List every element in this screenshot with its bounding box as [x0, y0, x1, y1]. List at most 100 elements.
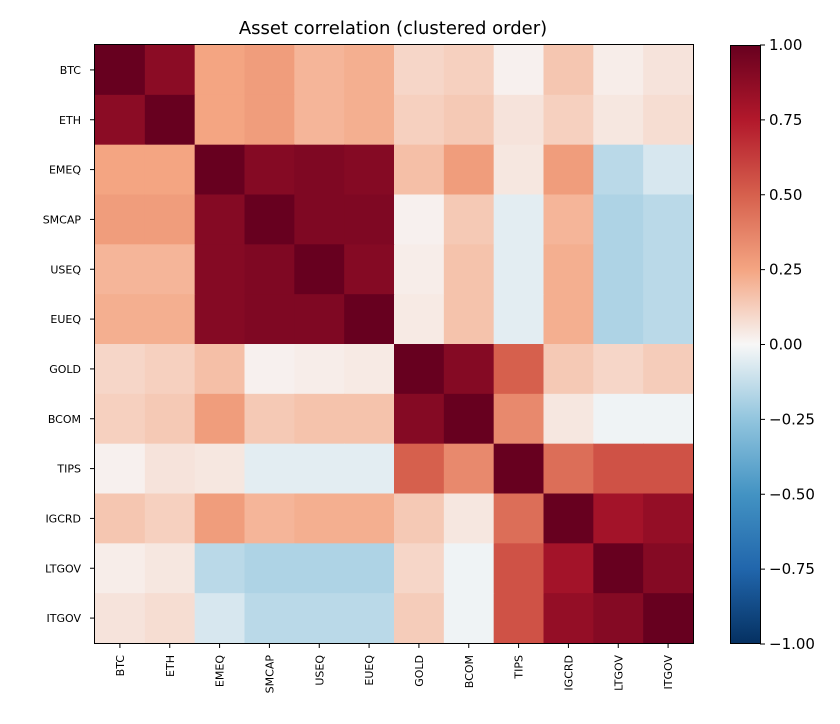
heatmap-cell: [543, 244, 594, 295]
heatmap-cell: [294, 94, 345, 146]
heatmap-cell: [443, 344, 495, 395]
row-tick-label: ETH: [59, 114, 81, 127]
heatmap-cell: [643, 45, 694, 96]
heatmap-cell: [244, 45, 295, 96]
heatmap-cell: [244, 244, 295, 295]
column-tick-label: GOLD: [413, 655, 426, 687]
heatmap-cell: [194, 543, 246, 594]
heatmap-cell: [95, 543, 146, 594]
heatmap-cell: [543, 294, 594, 345]
heatmap-cell: [593, 443, 644, 495]
heatmap-cell: [443, 194, 495, 245]
heatmap-cell: [593, 294, 644, 345]
colorbar-tick-label: 0.50: [769, 186, 802, 204]
heatmap-cell: [493, 443, 545, 495]
heatmap-cell: [543, 94, 594, 146]
heatmap-cell: [194, 344, 246, 395]
heatmap-cell: [294, 194, 345, 245]
heatmap-cell: [493, 543, 545, 594]
heatmap-cell: [144, 493, 196, 544]
heatmap-cell: [95, 144, 146, 196]
heatmap-cell: [95, 45, 146, 96]
heatmap-cell: [593, 393, 644, 445]
heatmap-cell: [493, 393, 545, 445]
heatmap-cell: [144, 144, 196, 196]
heatmap-cell: [144, 94, 196, 146]
heatmap-cell: [394, 443, 445, 495]
heatmap-cells: [95, 45, 694, 644]
heatmap-cell: [593, 194, 644, 245]
heatmap-cell: [95, 493, 146, 544]
colorbar-tick-label: −1.00: [769, 635, 815, 653]
heatmap-cell: [643, 543, 694, 594]
heatmap-cell: [294, 144, 345, 196]
heatmap-cell: [394, 94, 445, 146]
heatmap-cell: [294, 393, 345, 445]
heatmap-cell: [144, 294, 196, 345]
heatmap-cell: [394, 393, 445, 445]
heatmap-cell: [543, 393, 594, 445]
heatmap-cell: [194, 45, 246, 96]
heatmap-cell: [144, 194, 196, 245]
heatmap-cell: [95, 94, 146, 146]
heatmap-cell: [144, 45, 196, 96]
heatmap-cell: [543, 144, 594, 196]
heatmap-cell: [493, 344, 545, 395]
heatmap-cell: [244, 144, 295, 196]
row-tick-label: BTC: [60, 64, 82, 77]
heatmap-cell: [493, 493, 545, 544]
heatmap-cell: [95, 393, 146, 445]
column-tick-label: USEQ: [313, 655, 326, 686]
heatmap-cell: [244, 393, 295, 445]
heatmap-cell: [443, 443, 495, 495]
heatmap-cell: [643, 443, 694, 495]
heatmap-cell: [144, 593, 196, 644]
colorbar-tick-label: −0.25: [769, 410, 815, 428]
heatmap-cell: [394, 543, 445, 594]
heatmap-frame: [94, 44, 694, 644]
heatmap-cell: [244, 344, 295, 395]
heatmap-cell: [294, 244, 345, 295]
colorbar-tick-label: 1.00: [769, 36, 802, 54]
row-tick-label: EMEQ: [49, 164, 81, 177]
heatmap-cell: [543, 543, 594, 594]
column-tick-label: TIPS: [513, 655, 526, 680]
heatmap-cell: [493, 244, 545, 295]
row-tick-label: GOLD: [49, 363, 81, 376]
heatmap-cell: [593, 45, 644, 96]
heatmap-cell: [493, 45, 545, 96]
heatmap-cell: [643, 393, 694, 445]
heatmap-cell: [344, 94, 395, 146]
heatmap-cell: [95, 344, 146, 395]
heatmap-cell: [593, 144, 644, 196]
row-tick-label: USEQ: [50, 263, 81, 276]
heatmap-cell: [443, 45, 495, 96]
heatmap-cell: [394, 593, 445, 644]
heatmap-cell: [493, 294, 545, 345]
heatmap-cell: [394, 45, 445, 96]
heatmap-cell: [493, 593, 545, 644]
heatmap-cell: [244, 543, 295, 594]
heatmap-cell: [244, 443, 295, 495]
heatmap-cell: [543, 45, 594, 96]
heatmap-cell: [344, 443, 395, 495]
heatmap-cell: [643, 294, 694, 345]
colorbar-tick-label: −0.50: [769, 485, 815, 503]
heatmap-cell: [344, 244, 395, 295]
colorbar: [730, 45, 760, 644]
heatmap-cell: [543, 493, 594, 544]
row-tick-label: BCOM: [48, 413, 81, 426]
heatmap-cell: [543, 344, 594, 395]
heatmap-cell: [443, 493, 495, 544]
colorbar-tick-label: 0.25: [769, 261, 802, 279]
colorbar-tick-label: 0.75: [769, 111, 802, 129]
heatmap-cell: [244, 294, 295, 345]
chart-title: Asset correlation (clustered order): [239, 18, 547, 39]
heatmap-cell: [344, 194, 395, 245]
heatmap-cell: [443, 244, 495, 295]
heatmap-cell: [294, 344, 345, 395]
heatmap-cell: [194, 194, 246, 245]
heatmap-cell: [144, 543, 196, 594]
heatmap-cell: [244, 194, 295, 245]
row-tick-label: ITGOV: [47, 612, 82, 625]
